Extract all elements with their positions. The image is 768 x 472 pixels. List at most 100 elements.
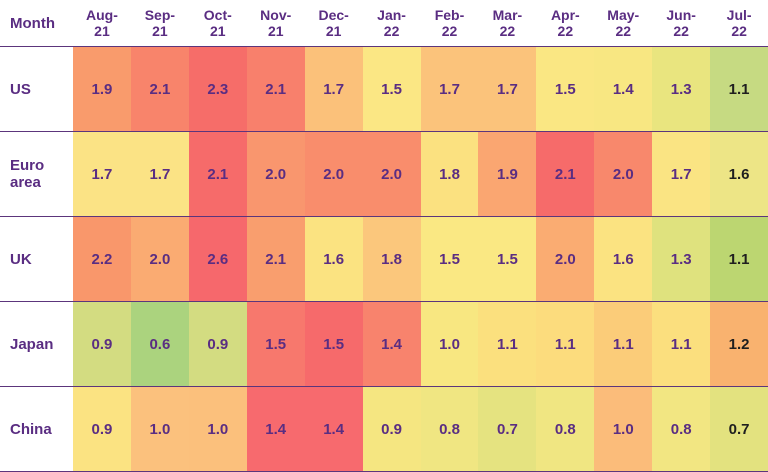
heatmap-cell: 1.7 [130, 132, 189, 216]
heatmap-cell: 2.0 [130, 217, 189, 301]
heatmap-cell: 0.8 [536, 387, 595, 471]
column-header-jun-22: Jun- 22 [652, 0, 710, 46]
heatmap-cell: 1.7 [652, 132, 711, 216]
column-header-month: Aug- [86, 7, 118, 23]
heatmap-cell: 1.5 [536, 47, 595, 131]
heatmap-cell: 1.7 [304, 47, 363, 131]
heatmap-cell: 2.0 [304, 132, 363, 216]
column-header-year: 21 [325, 23, 342, 39]
heatmap-cell: 1.2 [710, 302, 768, 386]
heatmap-cell: 1.7 [478, 47, 537, 131]
column-header-month: Jun- [666, 7, 696, 23]
column-header-month: Mar- [492, 7, 523, 23]
heatmap-row-euro-area: Euro area 1.7 1.7 2.1 2.0 2.0 2.0 1.8 1.9 2.1 2.0 1… [0, 132, 768, 217]
column-header-year: 22 [383, 23, 400, 39]
heatmap-cell: 1.4 [304, 387, 363, 471]
column-header-month: Feb- [434, 7, 465, 23]
column-header-month: Apr- [550, 7, 580, 23]
heatmap-cell: 1.0 [420, 302, 479, 386]
row-label: China [0, 387, 73, 471]
row-label: Euro area [0, 132, 73, 216]
heatmap-cell: 2.1 [246, 217, 305, 301]
heatmap-row-china: China 0.9 1.0 1.0 1.4 1.4 0.9 0.8 0.7 0.8 1.0 0.8 0.… [0, 387, 768, 472]
heatmap-cell: 1.4 [594, 47, 653, 131]
heatmap-cell: 2.0 [594, 132, 653, 216]
month-corner-label: Month [0, 0, 73, 46]
heatmap-cell: 2.1 [130, 47, 189, 131]
column-header-sep-21: Sep- 21 [131, 0, 189, 46]
heatmap-cell: 0.9 [73, 387, 131, 471]
heatmap-cell: 1.0 [188, 387, 247, 471]
heatmap-cell: 1.1 [710, 217, 768, 301]
column-header-year: 22 [557, 23, 574, 39]
heatmap-body: US 1.9 2.1 2.3 2.1 1.7 1.5 1.7 1.7 1.5 1.4 1.3 1.1 Eu… [0, 47, 768, 472]
heatmap-cell: 1.1 [478, 302, 537, 386]
column-header-year: 22 [673, 23, 689, 39]
column-header-aug-21: Aug- 21 [73, 0, 131, 46]
heatmap-cell: 0.9 [73, 302, 131, 386]
column-header-oct-21: Oct- 21 [189, 0, 247, 46]
column-header-mar-22: Mar- 22 [478, 0, 536, 46]
heatmap-cell: 0.7 [478, 387, 537, 471]
heatmap-cell: 1.3 [652, 47, 711, 131]
heatmap-cell: 0.6 [130, 302, 189, 386]
heatmap-cell: 1.1 [536, 302, 595, 386]
heatmap-cell: 1.6 [304, 217, 363, 301]
heatmap-cell: 2.0 [246, 132, 305, 216]
heatmap-cell: 0.8 [652, 387, 711, 471]
column-header-apr-22: Apr- 22 [536, 0, 594, 46]
heatmap-cell: 1.5 [478, 217, 537, 301]
heatmap-cell: 2.1 [188, 132, 247, 216]
heatmap-cell: 2.0 [362, 132, 421, 216]
column-header-year: 21 [94, 23, 110, 39]
heatmap-cell: 2.2 [73, 217, 131, 301]
column-header-month: Jul- [726, 7, 752, 23]
heatmap-row-japan: Japan 0.9 0.6 0.9 1.5 1.5 1.4 1.0 1.1 1.1 1.1 1.1 1.… [0, 302, 768, 387]
heatmap-cell: 1.5 [362, 47, 421, 131]
heatmap-cell: 2.6 [188, 217, 247, 301]
heatmap-cell: 1.7 [73, 132, 131, 216]
heatmap-cell: 1.7 [420, 47, 479, 131]
heatmap-cell: 1.5 [304, 302, 363, 386]
heatmap-cell: 1.1 [652, 302, 711, 386]
heatmap-cell: 1.4 [362, 302, 421, 386]
heatmap-cell: 1.6 [594, 217, 653, 301]
row-label: UK [0, 217, 73, 301]
row-label: US [0, 47, 73, 131]
heatmap-row-us: US 1.9 2.1 2.3 2.1 1.7 1.5 1.7 1.7 1.5 1.4 1.3 1.1 [0, 47, 768, 132]
column-header-dec-21: Dec- 21 [305, 0, 363, 46]
column-header-year: 22 [441, 23, 458, 39]
heatmap-cell: 1.8 [420, 132, 479, 216]
column-header-jul-22: Jul- 22 [710, 0, 768, 46]
column-header-month: Sep- [144, 7, 176, 23]
heatmap-cell: 1.6 [710, 132, 768, 216]
heatmap-cell: 2.1 [536, 132, 595, 216]
heatmap-cell: 2.1 [246, 47, 305, 131]
heatmap-cell: 1.0 [594, 387, 653, 471]
heatmap-cell: 1.3 [652, 217, 711, 301]
heatmap-cell: 1.4 [246, 387, 305, 471]
column-header-year: 21 [267, 23, 284, 39]
row-label: Japan [0, 302, 73, 386]
heatmap-cell: 1.0 [130, 387, 189, 471]
heatmap-cell: 2.0 [536, 217, 595, 301]
column-header-may-22: May- 22 [594, 0, 652, 46]
heatmap-cell: 1.9 [73, 47, 131, 131]
heatmap-cell: 0.7 [710, 387, 768, 471]
heatmap-cell: 2.3 [188, 47, 247, 131]
header-row: Month Aug- 21 Sep- 21 Oct- 21 Nov- 21 Dec- 21 Jan-… [0, 0, 768, 47]
heatmap-cell: 1.8 [362, 217, 421, 301]
column-header-month: Oct- [203, 7, 232, 23]
column-header-month: Dec- [318, 7, 349, 23]
heatmap-cell: 0.9 [362, 387, 421, 471]
heatmap-cell: 1.9 [478, 132, 537, 216]
heatmap-cell: 1.5 [246, 302, 305, 386]
column-header-year: 22 [499, 23, 516, 39]
heatmap-cell: 0.9 [188, 302, 247, 386]
column-header-year: 21 [210, 23, 226, 39]
column-header-year: 21 [152, 23, 168, 39]
heatmap-cell: 1.5 [420, 217, 479, 301]
column-header-year: 22 [731, 23, 747, 39]
column-header-year: 22 [615, 23, 632, 39]
